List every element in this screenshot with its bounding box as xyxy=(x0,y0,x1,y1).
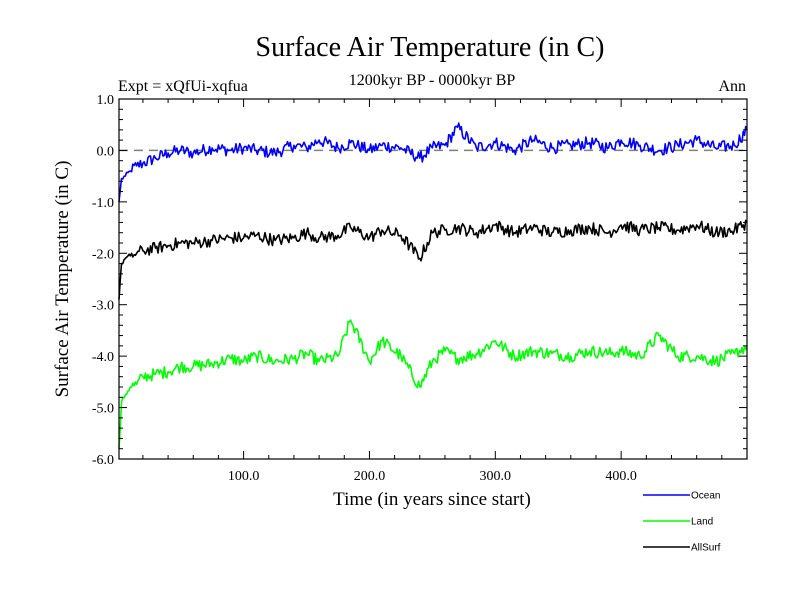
legend-label-land: Land xyxy=(691,517,713,528)
series-line-allsurf xyxy=(118,219,748,300)
tick-layer: -6.0 -5.0 -4.0 -3.0 -2.0 -1.0 0.0 1.0 100.0 200.0… xyxy=(92,93,747,484)
x-axis-label: Time (in years since start) xyxy=(333,489,531,510)
series-layer xyxy=(118,122,748,449)
y-tick-label: 1.0 xyxy=(97,93,115,108)
y-tick-label: -5.0 xyxy=(92,402,114,417)
y-tick-label: -6.0 xyxy=(92,453,114,468)
x-tick-label: 300.0 xyxy=(480,469,512,484)
x-tick-label: 200.0 xyxy=(354,469,386,484)
y-axis-label: Surface Air Temperature (in C) xyxy=(52,161,73,398)
season-label: Ann xyxy=(718,78,746,95)
period-label: 1200kyr BP - 0000kyr BP xyxy=(349,72,516,89)
chart-title: Surface Air Temperature (in C) xyxy=(256,32,605,63)
experiment-label: Expt = xQfUi-xqfua xyxy=(118,78,248,95)
x-tick-label: 100.0 xyxy=(228,469,260,484)
y-tick-label: 0.0 xyxy=(97,144,115,159)
legend-label-ocean: Ocean xyxy=(691,491,720,502)
y-tick-label: -2.0 xyxy=(92,247,114,262)
legend: Ocean Land AllSurf xyxy=(643,491,721,554)
y-tick-label: -4.0 xyxy=(92,350,114,365)
plot-area: -6.0 -5.0 -4.0 -3.0 -2.0 -1.0 0.0 1.0 100.0 200.0… xyxy=(92,93,748,484)
plot-frame xyxy=(118,98,748,460)
y-tick-label: -3.0 xyxy=(92,299,114,314)
x-tick-label: 400.0 xyxy=(605,469,637,484)
series-line-ocean xyxy=(118,122,748,202)
y-tick-label: -1.0 xyxy=(92,196,114,211)
legend-label-allsurf: AllSurf xyxy=(691,543,721,554)
series-line-land xyxy=(118,319,748,449)
